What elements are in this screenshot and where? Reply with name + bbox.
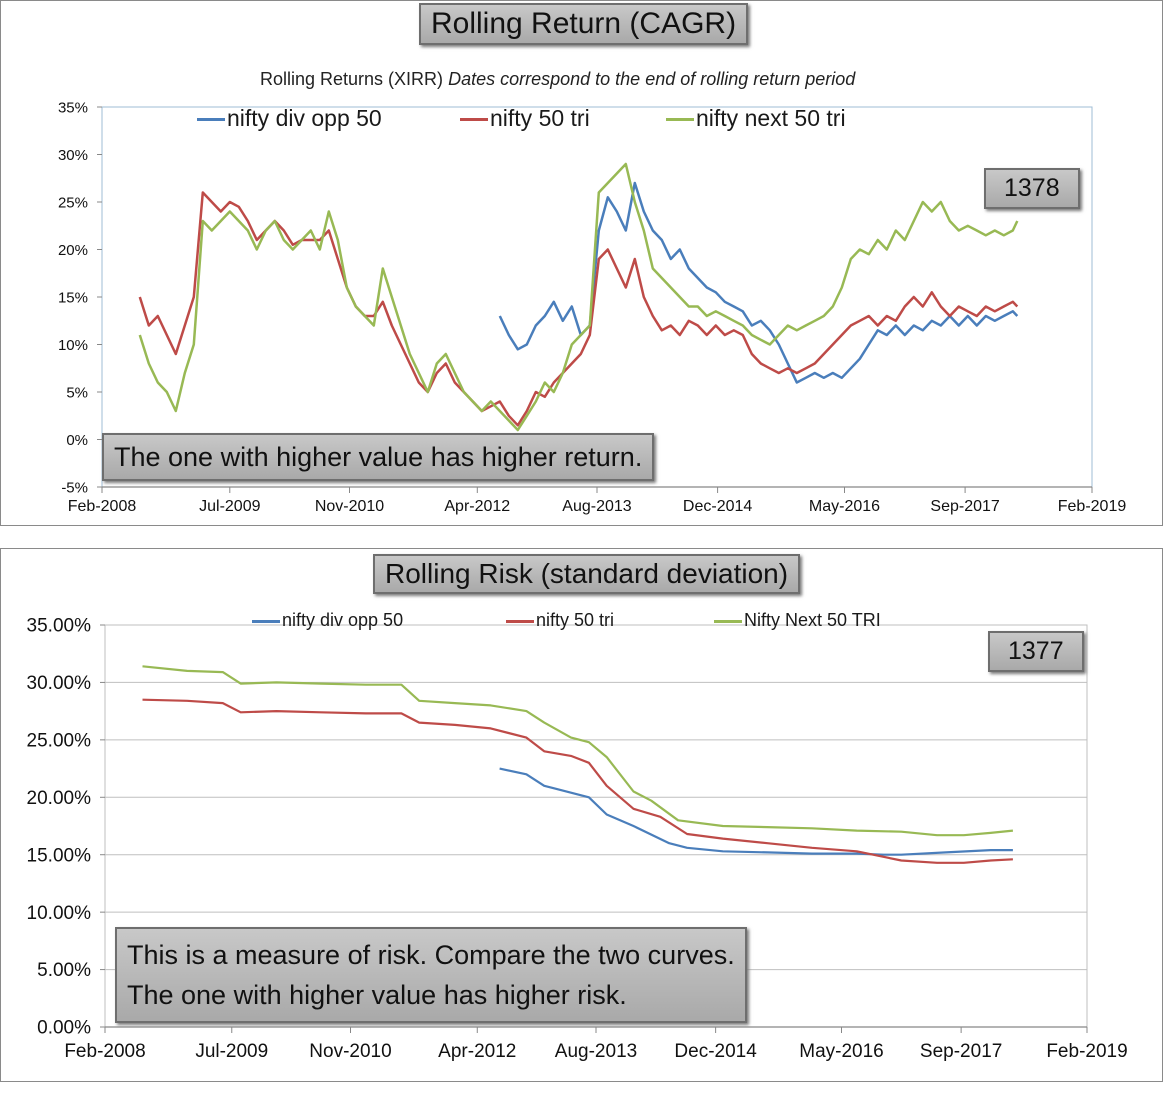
y-tick-label: 25% bbox=[58, 194, 88, 211]
y-tick-label: 15% bbox=[58, 289, 88, 306]
legend-swatch bbox=[197, 118, 225, 122]
x-tick-label: Feb-2008 bbox=[64, 1041, 145, 1062]
legend-item-nifty-div-opp-50: nifty div opp 50 bbox=[252, 610, 403, 631]
x-tick-label: Sep-2017 bbox=[930, 498, 999, 515]
y-tick-label: 30% bbox=[58, 147, 88, 164]
y-tick-label: 15.00% bbox=[27, 845, 92, 866]
subtitle-italic: Dates correspond to the end of rolling r… bbox=[448, 69, 856, 89]
rolling-return-title: Rolling Return (CAGR) bbox=[419, 3, 749, 45]
x-tick-label: Dec-2014 bbox=[674, 1041, 757, 1062]
series-line-nifty-next-50-tri bbox=[138, 162, 1019, 432]
legend-swatch bbox=[666, 118, 694, 122]
x-tick-label: May-2016 bbox=[809, 498, 880, 515]
y-tick-label: 25.00% bbox=[27, 731, 92, 752]
rolling-return-annotation: The one with higher value has higher ret… bbox=[102, 433, 655, 481]
x-tick-label: Aug-2013 bbox=[562, 498, 631, 515]
series-line-nifty-50-tri bbox=[138, 191, 1019, 427]
y-tick-label: 30.00% bbox=[27, 673, 92, 694]
y-tick-label: -5% bbox=[61, 479, 88, 496]
rolling-return-count-label: 1378 bbox=[984, 168, 1080, 209]
y-tick-label: 5% bbox=[66, 384, 88, 401]
rolling-return-chart-panel: 35% 30% 25% 20% 15% 10% 5% 0% -5% Feb-2008 Jul-200… bbox=[0, 0, 1163, 526]
legend-label: nifty div opp 50 bbox=[227, 105, 382, 131]
rolling-return-subtitle: Rolling Returns (XIRR) Dates correspond … bbox=[260, 69, 855, 90]
x-tick-label: Jul-2009 bbox=[199, 498, 260, 515]
legend-item-nifty-next-50-tri: Nifty Next 50 TRI bbox=[714, 610, 881, 631]
series-line-nifty-50-tri bbox=[142, 698, 1013, 864]
legend-label: nifty next 50 tri bbox=[696, 105, 846, 131]
rolling-risk-chart-panel: 35.00% 30.00% 25.00% 20.00% 15.00% 10.00% 5.00… bbox=[0, 548, 1163, 1082]
y-tick-label: 0.00% bbox=[37, 1018, 91, 1039]
x-tick-label: Sep-2017 bbox=[920, 1041, 1002, 1062]
x-tick-label: Feb-2008 bbox=[68, 498, 137, 515]
y-tick-label: 0% bbox=[66, 432, 88, 449]
y-tick-label: 35.00% bbox=[27, 616, 92, 637]
rolling-risk-annotation: This is a measure of risk. Compare the t… bbox=[115, 927, 747, 1023]
x-tick-label: May-2016 bbox=[799, 1041, 884, 1062]
y-tick-label: 5.00% bbox=[37, 960, 91, 981]
legend-swatch bbox=[252, 619, 280, 623]
annotation-line-1: This is a measure of risk. Compare the t… bbox=[127, 940, 735, 970]
legend-swatch bbox=[460, 118, 488, 122]
legend-swatch bbox=[506, 619, 534, 623]
legend-item-nifty-next-50-tri: nifty next 50 tri bbox=[666, 105, 846, 132]
y-tick-label: 20.00% bbox=[27, 788, 92, 809]
rolling-risk-count-label: 1377 bbox=[988, 631, 1084, 672]
x-tick-label: Apr-2012 bbox=[444, 498, 510, 515]
legend-swatch bbox=[714, 619, 742, 623]
x-tick-label: Nov-2010 bbox=[309, 1041, 391, 1062]
legend-label: nifty 50 tri bbox=[536, 610, 615, 630]
rolling-risk-title: Rolling Risk (standard deviation) bbox=[373, 554, 801, 594]
x-tick-label: Apr-2012 bbox=[438, 1041, 516, 1062]
annotation-line-2: The one with higher value has higher ris… bbox=[127, 980, 627, 1010]
y-tick-label: 35% bbox=[58, 99, 88, 116]
rolling-return-chart: 35% 30% 25% 20% 15% 10% 5% 0% -5% Feb-2008 Jul-200… bbox=[58, 99, 1127, 515]
x-tick-label: Dec-2014 bbox=[683, 498, 752, 515]
x-tick-label: Feb-2019 bbox=[1046, 1041, 1127, 1062]
x-tick-label: Nov-2010 bbox=[315, 498, 384, 515]
legend-item-nifty-50-tri: nifty 50 tri bbox=[506, 610, 614, 631]
x-tick-label: Jul-2009 bbox=[195, 1041, 268, 1062]
series-line-nifty-next-50-tri bbox=[142, 665, 1014, 837]
subtitle-plain: Rolling Returns (XIRR) bbox=[260, 69, 444, 89]
series-line-nifty-div-opp-50 bbox=[499, 767, 1013, 856]
plot-area bbox=[101, 106, 1093, 488]
y-tick-label: 10% bbox=[58, 337, 88, 354]
legend-item-nifty-div-opp-50: nifty div opp 50 bbox=[197, 105, 382, 132]
series-line-nifty-div-opp-50 bbox=[498, 181, 1019, 384]
y-tick-label: 20% bbox=[58, 242, 88, 259]
legend-label: Nifty Next 50 TRI bbox=[744, 610, 881, 630]
x-tick-label: Aug-2013 bbox=[555, 1041, 637, 1062]
legend-item-nifty-50-tri: nifty 50 tri bbox=[460, 105, 590, 132]
x-tick-label: Feb-2019 bbox=[1058, 498, 1127, 515]
y-tick-label: 10.00% bbox=[27, 903, 92, 924]
legend-label: nifty 50 tri bbox=[490, 105, 590, 131]
legend-label: nifty div opp 50 bbox=[282, 610, 404, 630]
rolling-risk-chart: 35.00% 30.00% 25.00% 20.00% 15.00% 10.00% 5.00… bbox=[27, 616, 1128, 1062]
